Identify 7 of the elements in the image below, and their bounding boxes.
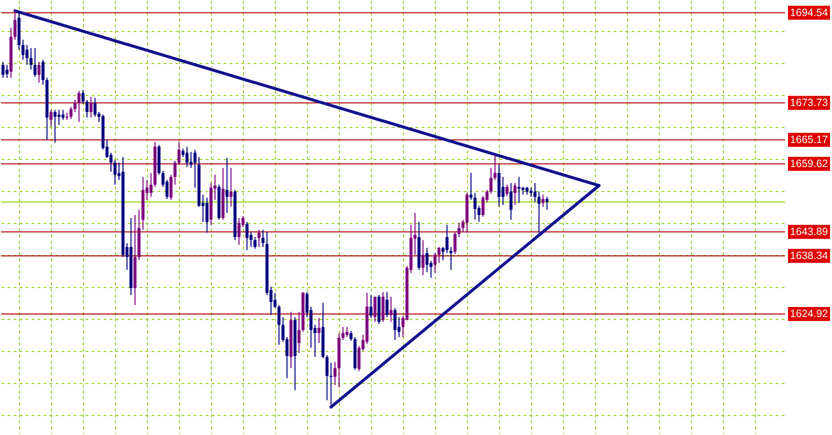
- ref-line-label: 1643.89: [790, 226, 828, 238]
- ref-line-label: 1624.92: [790, 308, 828, 320]
- ref-line-label: 1665.17: [790, 134, 828, 146]
- ref-line-label: 1673.73: [790, 96, 828, 109]
- ref-line-label: 1694.54: [790, 6, 828, 19]
- ref-line-label: 1659.62: [790, 158, 828, 170]
- ref-line-label: 1638.34: [790, 250, 828, 262]
